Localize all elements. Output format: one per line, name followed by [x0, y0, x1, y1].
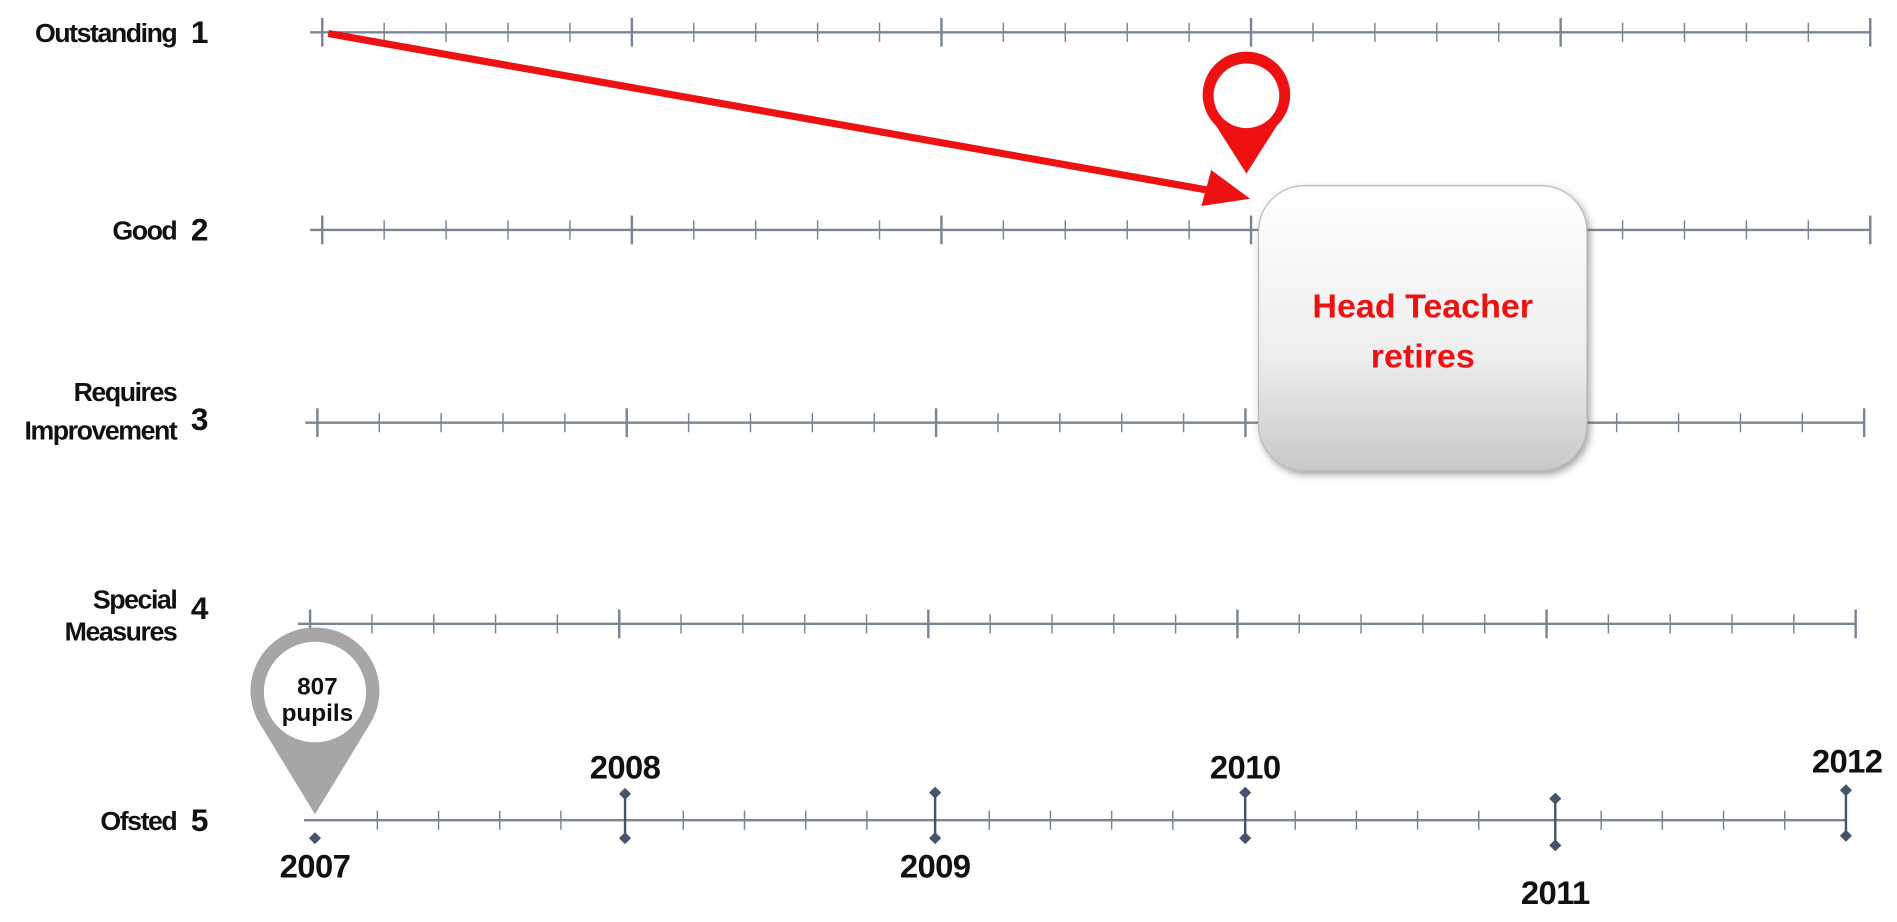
row-number: 5 — [191, 803, 209, 838]
year-diamond — [308, 832, 322, 845]
year-diamond — [929, 786, 942, 799]
row-number: 2 — [191, 213, 209, 248]
year-label: 2008 — [590, 750, 661, 786]
year-label: 2007 — [280, 849, 351, 885]
arrow — [327, 29, 1217, 196]
arrow-head — [1201, 170, 1251, 206]
row-number: 3 — [191, 402, 209, 437]
timeline-axes — [297, 17, 1872, 830]
year-diamond — [1549, 839, 1562, 852]
row-number: 1 — [191, 15, 209, 50]
year-diamond — [1549, 792, 1562, 805]
pupils-pin-hole — [263, 641, 367, 743]
year-label: 2011 — [1521, 875, 1590, 911]
row-label: Improvement — [24, 416, 177, 446]
row-label: Ofsted — [100, 806, 176, 836]
row-label: Measures — [65, 617, 177, 647]
row-label: Outstanding — [35, 18, 177, 48]
year-diamond — [929, 832, 942, 845]
event-text: Head Teacher — [1312, 288, 1533, 326]
row-label: Special — [93, 584, 176, 614]
event-pin-hole — [1213, 63, 1280, 129]
event-box — [1257, 184, 1588, 472]
year-diamond — [1239, 832, 1252, 845]
row-label: Requires — [74, 377, 177, 407]
pupils-text: 807 — [297, 674, 338, 701]
event-text: retires — [1371, 338, 1475, 376]
pupils-text: pupils — [282, 700, 354, 727]
year-label: 2012 — [1812, 744, 1883, 780]
year-diamond — [1239, 786, 1252, 799]
row-labels: Outstanding 1 Good 2 Requires Improvement 3 Spe… — [24, 15, 209, 838]
year-diamond — [1839, 829, 1853, 842]
year-diamond — [618, 832, 632, 845]
year-label: 2009 — [900, 849, 971, 885]
year-diamond — [618, 787, 632, 800]
year-diamond — [1839, 784, 1853, 797]
year-markers: 2007 2008 2009 2010 2011 2012 — [280, 744, 1883, 911]
row-label: Good — [112, 216, 176, 246]
row-number: 4 — [191, 591, 209, 626]
year-label: 2010 — [1210, 750, 1281, 786]
